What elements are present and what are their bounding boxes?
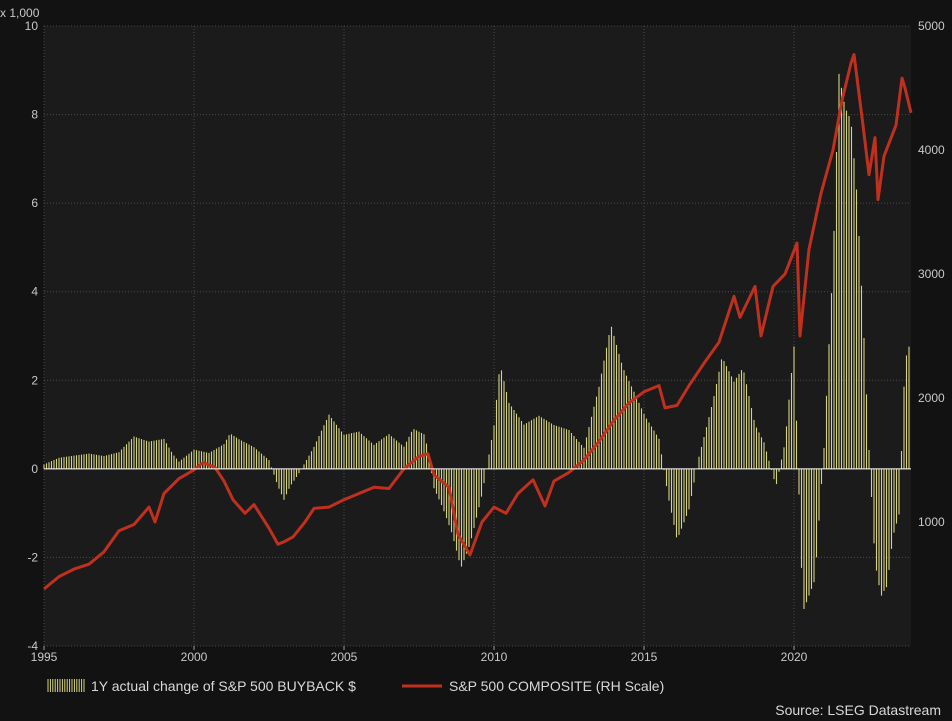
axes: -4 -2 0 2 4 6 8 10 1000 2000 3000 4000 5000 1995 2000 2… (25, 19, 945, 664)
left-tick-label: -2 (27, 550, 38, 564)
left-axis-unit-label: x 1,000 (0, 6, 40, 20)
plot-background (44, 26, 911, 646)
left-tick-label: 6 (31, 196, 38, 210)
left-tick-label: 0 (31, 462, 38, 476)
right-tick-label: 4000 (918, 143, 945, 157)
x-tick-label: 2005 (331, 650, 358, 664)
right-tick-label: 1000 (918, 515, 945, 529)
legend-label-sp500: S&P 500 COMPOSITE (RH Scale) (449, 678, 664, 694)
left-tick-label: 8 (31, 108, 38, 122)
x-tick-label: 2020 (781, 650, 808, 664)
x-tick-label: 2000 (181, 650, 208, 664)
x-tick-label: 2010 (481, 650, 508, 664)
source-note: Source: LSEG Datastream (775, 702, 941, 718)
sp500-line-path (43, 53, 913, 591)
right-tick-label: 5000 (918, 19, 945, 33)
buyback-bars (43, 73, 910, 609)
x-tick-label: 2015 (631, 650, 658, 664)
sp500-line (43, 53, 913, 591)
x-tick-label: 1995 (31, 650, 58, 664)
legend-bar-swatch (47, 679, 85, 692)
right-tick-label: 2000 (918, 391, 945, 405)
right-tick-label: 3000 (918, 267, 945, 281)
left-tick-label: -4 (27, 639, 38, 653)
legend: 1Y actual change of S&P 500 BUYBACK $ S&… (47, 678, 664, 694)
legend-label-buyback: 1Y actual change of S&P 500 BUYBACK $ (91, 678, 356, 694)
left-tick-label: 4 (31, 285, 38, 299)
left-tick-label: 10 (25, 19, 39, 33)
plot-area (44, 26, 911, 646)
left-tick-label: 2 (31, 373, 38, 387)
